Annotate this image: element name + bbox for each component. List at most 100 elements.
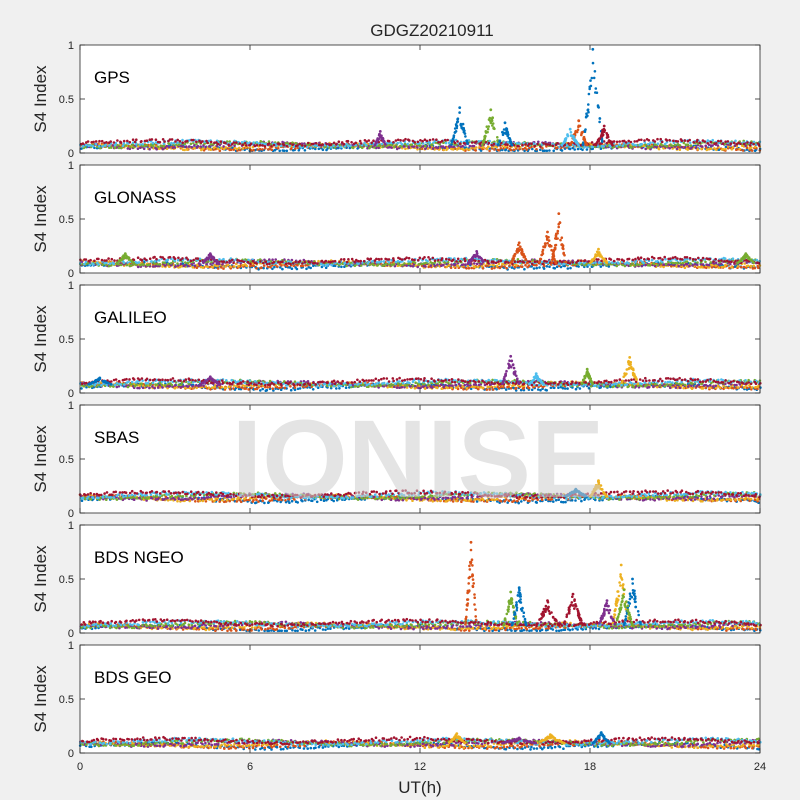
data-point <box>91 144 95 148</box>
data-point <box>637 138 641 142</box>
figure-title: GDGZ20210911 <box>370 21 493 40</box>
data-point <box>284 262 288 266</box>
data-point <box>515 264 518 267</box>
data-point <box>153 262 156 265</box>
data-point <box>443 146 447 150</box>
data-point <box>433 259 437 262</box>
data-point <box>384 262 388 266</box>
y-tick-label: 1 <box>68 40 74 52</box>
data-point <box>658 256 662 260</box>
data-point <box>444 141 448 145</box>
data-point <box>470 141 474 144</box>
data-point <box>214 147 217 151</box>
data-point <box>387 258 391 261</box>
data-point <box>232 141 236 144</box>
data-point <box>238 385 241 389</box>
data-point <box>590 141 594 144</box>
data-point <box>522 255 526 259</box>
data-point <box>105 141 108 144</box>
data-point <box>505 266 508 270</box>
data-point <box>301 144 304 147</box>
data-point <box>225 261 229 264</box>
data-point <box>561 386 565 390</box>
data-point <box>640 264 644 268</box>
data-point <box>696 261 699 264</box>
data-point <box>545 260 548 263</box>
data-point <box>470 266 473 270</box>
data-point <box>475 146 478 149</box>
data-point <box>211 265 214 269</box>
data-point <box>84 143 88 147</box>
data-point <box>420 147 424 151</box>
data-point <box>719 139 723 143</box>
data-point <box>709 147 713 150</box>
data-point <box>536 142 539 146</box>
data-point <box>424 147 427 151</box>
data-point <box>293 386 297 389</box>
data-point <box>408 139 411 142</box>
data-point <box>685 263 689 266</box>
data-point <box>262 264 266 267</box>
data-point <box>411 258 414 261</box>
data-point <box>483 135 487 138</box>
data-point <box>601 130 604 134</box>
data-point <box>686 143 690 146</box>
data-point <box>527 142 531 146</box>
data-point <box>499 259 503 263</box>
data-point <box>583 146 586 149</box>
data-point <box>509 148 513 152</box>
data-point <box>147 263 151 267</box>
data-point <box>683 266 687 270</box>
data-point <box>252 148 255 152</box>
data-point <box>734 259 737 263</box>
data-point <box>339 145 343 149</box>
data-point <box>340 258 343 261</box>
data-point <box>683 139 687 142</box>
data-point <box>488 116 492 120</box>
data-point <box>576 128 580 132</box>
data-point <box>468 144 472 148</box>
data-point <box>145 143 148 147</box>
data-point <box>241 147 244 150</box>
data-point <box>142 263 146 266</box>
data-point <box>577 124 580 128</box>
data-point <box>693 263 697 266</box>
data-point <box>727 145 730 148</box>
data-point <box>309 146 313 149</box>
data-point <box>122 139 126 143</box>
data-point <box>587 110 590 114</box>
data-point <box>209 255 212 258</box>
data-point <box>427 255 430 259</box>
data-point <box>461 128 465 131</box>
data-point <box>551 144 554 148</box>
data-point <box>495 388 499 391</box>
data-point <box>272 260 276 264</box>
data-point <box>513 260 516 264</box>
data-point <box>716 144 720 147</box>
data-point <box>292 262 295 265</box>
data-point <box>502 128 506 131</box>
data-point <box>504 148 508 151</box>
data-point <box>80 387 83 390</box>
data-point <box>507 136 511 140</box>
data-point <box>630 146 633 149</box>
data-point <box>360 264 363 267</box>
data-point <box>594 263 598 267</box>
data-point <box>653 140 657 143</box>
data-point <box>574 130 577 134</box>
data-point <box>256 148 260 151</box>
data-point <box>495 264 499 268</box>
data-point <box>714 264 718 267</box>
data-point <box>498 140 501 143</box>
data-point <box>193 146 197 150</box>
data-point <box>301 264 305 268</box>
data-point <box>347 258 350 261</box>
data-point <box>521 147 525 151</box>
data-point <box>481 143 484 147</box>
data-point <box>532 267 536 270</box>
data-point <box>683 146 687 149</box>
data-point <box>255 141 259 144</box>
data-point <box>192 258 195 262</box>
data-point <box>84 258 88 261</box>
